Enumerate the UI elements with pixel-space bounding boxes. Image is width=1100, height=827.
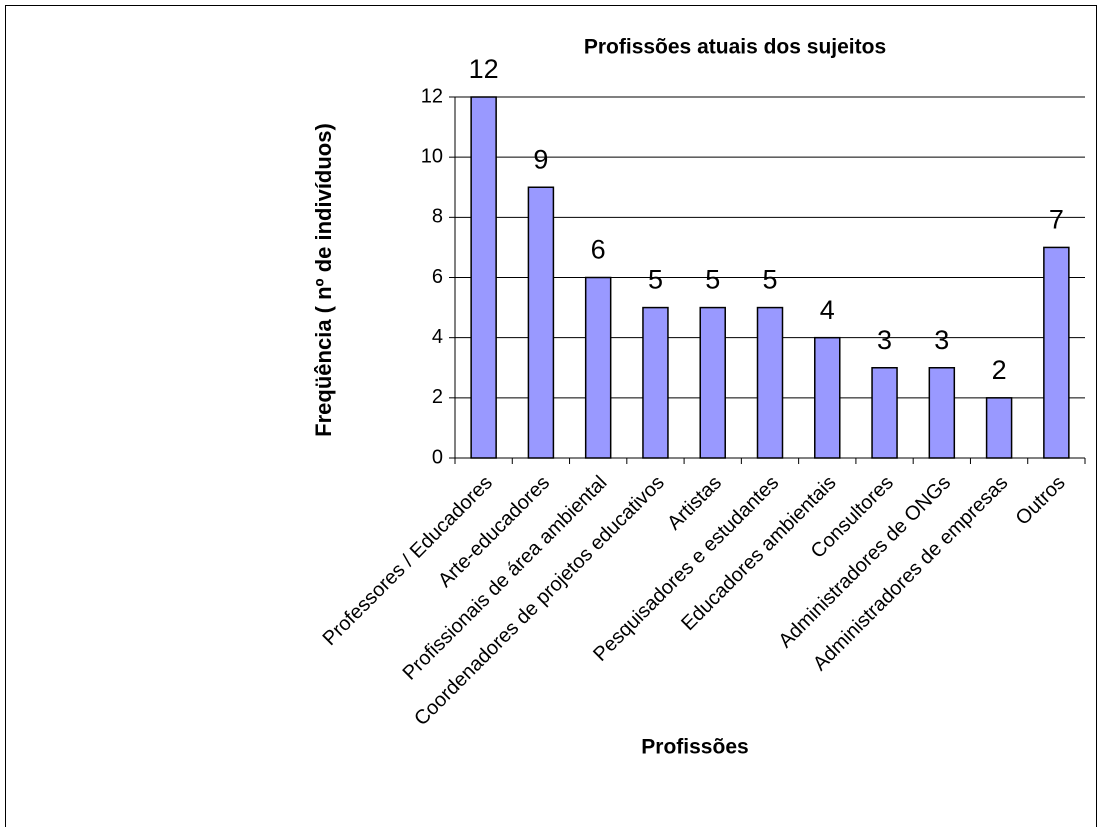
data-label: 4 (820, 295, 835, 325)
bar (985, 397, 1013, 459)
bar (470, 96, 497, 459)
data-label: 6 (591, 235, 606, 265)
data-label: 5 (648, 265, 663, 295)
data-label: 5 (705, 265, 720, 295)
bar (814, 336, 841, 459)
x-axis-label: Profissões (641, 736, 748, 759)
bar (1043, 246, 1070, 459)
data-label: 7 (1049, 205, 1064, 235)
bar (756, 306, 784, 459)
x-tick-label: Profissionais de área ambiental (399, 472, 612, 685)
y-tick-label: 10 (421, 145, 443, 167)
data-label: 2 (992, 355, 1007, 385)
data-label: 9 (533, 144, 548, 174)
data-label: 3 (934, 325, 949, 355)
y-tick-label: 2 (432, 386, 443, 408)
y-tick-label: 4 (432, 326, 443, 348)
y-tick-label: 0 (432, 446, 443, 468)
data-label: 3 (877, 325, 892, 355)
x-tick-label: Outros (1012, 472, 1070, 530)
bar (584, 276, 612, 459)
bar (642, 306, 669, 459)
bar (871, 367, 898, 459)
y-tick-label: 12 (421, 85, 443, 107)
frame (5, 5, 1097, 827)
y-axis-label: Freqüência ( nº de indivíduos) (311, 123, 336, 437)
data-label: 5 (762, 265, 777, 295)
chart-title: Profissões atuais dos sujeitos (584, 36, 886, 59)
bar (699, 306, 726, 459)
bar (928, 367, 956, 459)
y-tick-label: 6 (432, 266, 443, 288)
y-tick-label: 8 (432, 206, 443, 228)
bar (527, 186, 555, 459)
data-label: 12 (469, 54, 499, 84)
